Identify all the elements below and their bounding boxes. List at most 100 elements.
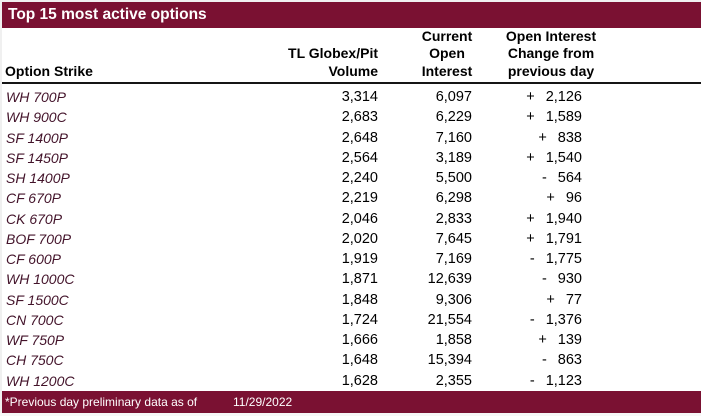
option-strike-cell: SF 1500C [6,291,69,308]
change-cell: +139 [472,332,582,348]
open-interest-cell: 9,306 [435,291,472,308]
change-value: 1,940 [545,210,582,227]
option-strike-cell: SH 1400P [6,170,70,187]
open-interest-cell: 2,833 [435,210,472,227]
volume-cell: 2,683 [341,109,378,126]
volume-cell: 1,919 [341,251,378,268]
volume-cell: 3,314 [341,89,378,106]
column-header-volume: TL Globex/Pit Volume [288,45,378,79]
change-value: 77 [565,291,582,308]
option-strike-cell: WH 1000C [6,271,75,288]
footer-note: *Previous day preliminary data as of [5,395,198,409]
change-sign: + [538,332,547,349]
column-header-open-interest: Current Open Interest [421,27,473,79]
change-cell: +838 [472,130,582,146]
option-strike-cell: CH 750C [6,352,64,369]
volume-cell: 2,020 [341,230,378,247]
change-sign: + [526,210,535,227]
table-row: SH 1400P 2,240 5,500 -564 [2,168,701,188]
open-interest-cell: 21,554 [427,311,472,328]
table-row: SF 1500C 1,848 9,306 +77 [2,290,701,310]
volume-cell: 1,628 [341,372,378,389]
page-title: Top 15 most active options [8,6,207,23]
change-sign: + [526,109,535,126]
option-strike-cell: CN 700C [6,311,64,328]
change-cell: +1,940 [472,211,582,227]
change-cell: -863 [472,352,582,368]
table-row: WH 900C 2,683 6,229 +1,589 [2,107,701,127]
change-value: 1,775 [545,251,582,268]
change-sign: - [529,251,535,268]
table-row: CH 750C 1,648 15,394 -863 [2,350,701,370]
open-interest-cell: 6,097 [435,89,472,106]
change-cell: -1,376 [472,312,582,328]
table-row: SF 1450P 2,564 3,189 +1,540 [2,148,701,168]
change-value: 564 [557,170,582,187]
change-sign: - [541,352,547,369]
open-interest-cell: 6,229 [435,109,472,126]
table-row: CF 670P 2,219 6,298 +96 [2,188,701,208]
change-sign: + [546,190,555,207]
volume-cell: 2,046 [341,210,378,227]
change-value: 930 [557,271,582,288]
change-sign: - [529,372,535,389]
volume-cell: 2,219 [341,190,378,207]
column-header-option-strike: Option Strike [5,62,93,79]
change-cell: -1,123 [472,373,582,389]
change-cell: -930 [472,271,582,287]
change-value: 1,540 [545,149,582,166]
open-interest-cell: 3,189 [435,149,472,166]
volume-cell: 2,648 [341,129,378,146]
open-interest-cell: 1,858 [435,332,472,349]
change-value: 1,376 [545,311,582,328]
change-cell: +1,791 [472,231,582,247]
open-interest-cell: 5,500 [435,170,472,187]
change-cell: +1,540 [472,150,582,166]
option-strike-cell: CF 670P [6,190,61,207]
change-cell: -1,775 [472,251,582,267]
footer-bar: *Previous day preliminary data as of 11/… [2,391,701,413]
change-cell: +77 [472,292,582,308]
change-value: 1,589 [545,109,582,126]
table-row: WF 750P 1,666 1,858 +139 [2,330,701,350]
change-sign: - [541,271,547,288]
change-sign: + [538,129,547,146]
change-cell: +96 [472,190,582,206]
change-sign: - [529,311,535,328]
change-value: 139 [557,332,582,349]
open-interest-cell: 12,639 [427,271,472,288]
change-cell: -564 [472,170,582,186]
change-sign: + [526,89,535,106]
change-sign: + [546,291,555,308]
change-sign: + [526,149,535,166]
option-strike-cell: WF 750P [6,332,65,349]
change-value: 863 [557,352,582,369]
open-interest-cell: 7,169 [435,251,472,268]
volume-cell: 1,648 [341,352,378,369]
change-cell: +1,589 [472,109,582,125]
change-value: 96 [565,190,582,207]
sheet-edge-top [0,0,701,2]
open-interest-cell: 15,394 [427,352,472,369]
volume-cell: 2,240 [341,170,378,187]
option-strike-cell: SF 1450P [6,149,69,166]
option-strike-cell: CK 670P [6,210,63,227]
change-value: 838 [557,129,582,146]
change-sign: + [526,230,535,247]
change-value: 1,123 [545,372,582,389]
open-interest-cell: 7,645 [435,230,472,247]
option-strike-cell: WH 900C [6,109,67,126]
table-row: BOF 700P 2,020 7,645 +1,791 [2,229,701,249]
table-row: CK 670P 2,046 2,833 +1,940 [2,209,701,229]
option-strike-cell: BOF 700P [6,230,72,247]
table-row: WH 1000C 1,871 12,639 -930 [2,269,701,289]
volume-cell: 1,724 [341,311,378,328]
volume-cell: 1,666 [341,332,378,349]
open-interest-cell: 6,298 [435,190,472,207]
volume-cell: 2,564 [341,149,378,166]
table-row: WH 700P 3,314 6,097 +2,126 [2,87,701,107]
column-header-row: Option Strike TL Globex/Pit Volume Curre… [2,28,701,84]
sheet-edge-left [0,0,2,416]
title-bar: Top 15 most active options [2,2,701,28]
option-strike-cell: WH 1200C [6,372,75,389]
